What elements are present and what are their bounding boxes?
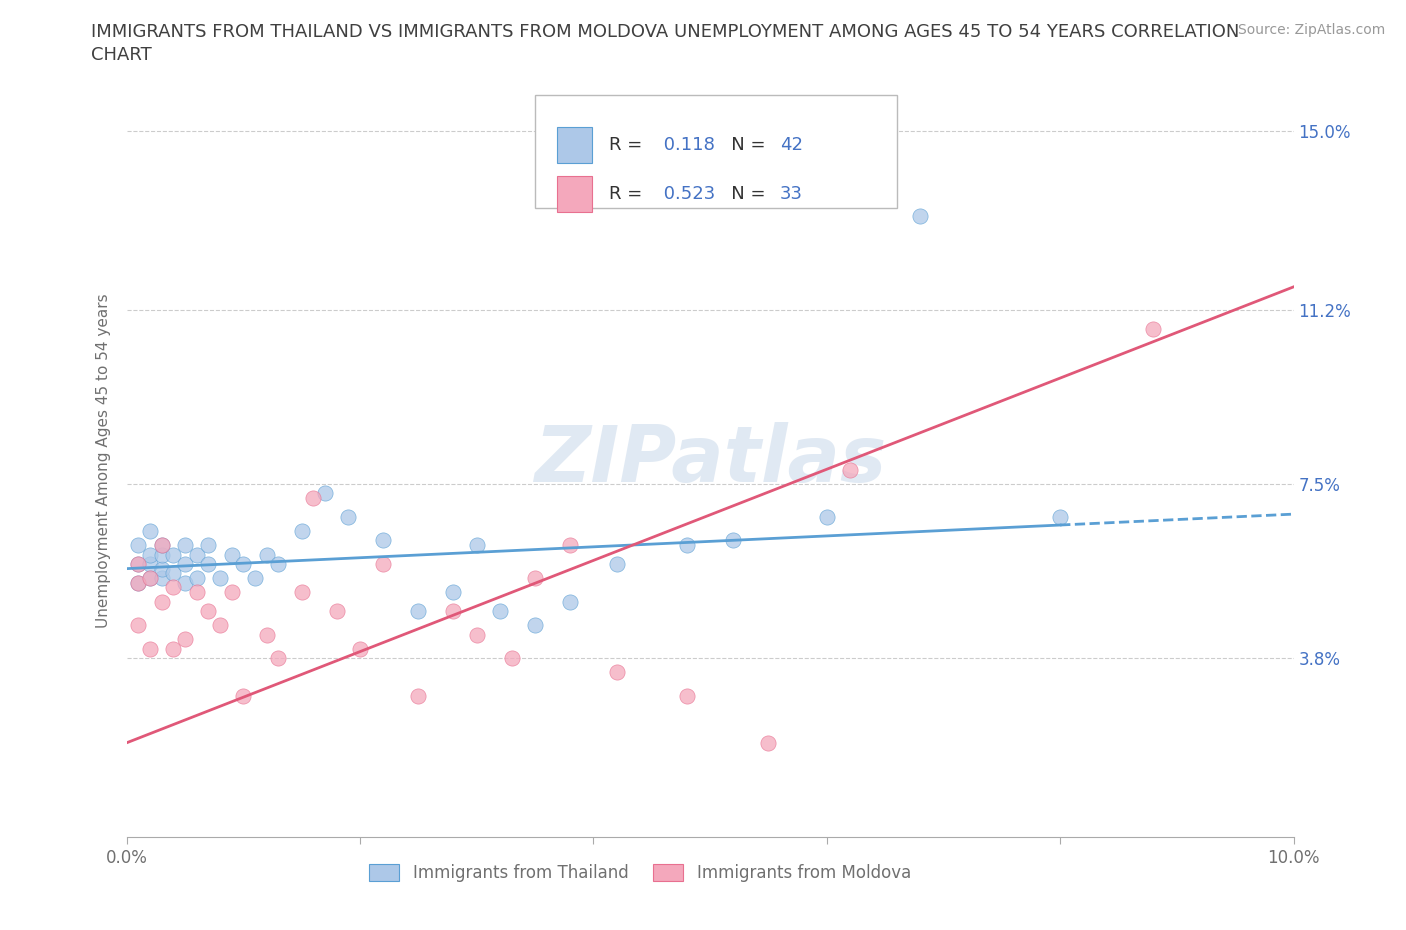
Point <box>208 571 231 586</box>
Point <box>373 556 395 571</box>
Point <box>174 556 197 571</box>
Point <box>325 604 347 618</box>
Point <box>221 585 243 600</box>
Point <box>408 604 430 618</box>
Point <box>197 556 219 571</box>
Point <box>408 688 430 703</box>
Point <box>243 571 266 586</box>
Point <box>524 571 547 586</box>
Point <box>186 571 208 586</box>
Point <box>150 571 173 586</box>
Point <box>139 571 162 586</box>
Point <box>1142 321 1164 336</box>
Point <box>127 538 149 552</box>
Point <box>441 604 464 618</box>
Point <box>465 627 488 642</box>
Point <box>337 510 360 525</box>
Text: ZIPatlas: ZIPatlas <box>534 422 886 498</box>
Point <box>186 547 208 562</box>
Y-axis label: Unemployment Among Ages 45 to 54 years: Unemployment Among Ages 45 to 54 years <box>96 293 111 628</box>
Point <box>127 556 149 571</box>
Point <box>1049 510 1071 525</box>
Point <box>174 576 197 591</box>
Point <box>127 556 149 571</box>
Point <box>208 618 231 632</box>
Point <box>606 556 628 571</box>
FancyBboxPatch shape <box>534 95 897 208</box>
Point <box>465 538 488 552</box>
Text: R =: R = <box>609 136 648 154</box>
Point <box>723 533 745 548</box>
Point <box>675 538 697 552</box>
Point <box>150 538 173 552</box>
Point <box>162 580 184 595</box>
Point <box>127 618 149 632</box>
Point <box>150 547 173 562</box>
Point <box>290 524 312 538</box>
Point <box>675 688 697 703</box>
Point <box>256 627 278 642</box>
Text: 0.118: 0.118 <box>658 136 714 154</box>
Point <box>197 538 219 552</box>
Point <box>232 688 254 703</box>
Point <box>256 547 278 562</box>
Point <box>302 491 325 506</box>
Text: CHART: CHART <box>91 46 152 64</box>
Point <box>441 585 464 600</box>
Point <box>290 585 312 600</box>
Point <box>558 538 581 552</box>
Point <box>221 547 243 562</box>
Point <box>162 547 184 562</box>
Point <box>150 594 173 609</box>
Point <box>373 533 395 548</box>
Text: N =: N = <box>713 185 770 203</box>
Point <box>489 604 512 618</box>
Point <box>197 604 219 618</box>
Point <box>150 538 173 552</box>
Point <box>162 565 184 580</box>
Point <box>267 556 290 571</box>
Point <box>314 485 336 500</box>
Point <box>127 576 149 591</box>
Point <box>558 594 581 609</box>
Text: Source: ZipAtlas.com: Source: ZipAtlas.com <box>1237 23 1385 37</box>
Point <box>174 538 197 552</box>
Point <box>839 462 862 477</box>
Point <box>756 736 779 751</box>
Point <box>606 665 628 680</box>
Text: IMMIGRANTS FROM THAILAND VS IMMIGRANTS FROM MOLDOVA UNEMPLOYMENT AMONG AGES 45 T: IMMIGRANTS FROM THAILAND VS IMMIGRANTS F… <box>91 23 1240 41</box>
Legend: Immigrants from Thailand, Immigrants from Moldova: Immigrants from Thailand, Immigrants fro… <box>363 857 918 889</box>
Point <box>232 556 254 571</box>
Point <box>139 524 162 538</box>
Point <box>501 651 523 666</box>
Text: 42: 42 <box>780 136 803 154</box>
Bar <box>557 176 592 212</box>
Point <box>349 642 371 657</box>
Point <box>174 631 197 646</box>
Text: N =: N = <box>713 136 770 154</box>
Point <box>524 618 547 632</box>
Point <box>127 576 149 591</box>
Point <box>139 556 162 571</box>
Text: R =: R = <box>609 185 648 203</box>
Point <box>139 571 162 586</box>
Point <box>908 208 931 223</box>
Bar <box>557 127 592 164</box>
Point <box>267 651 290 666</box>
Text: 33: 33 <box>780 185 803 203</box>
Point <box>815 510 838 525</box>
Point <box>150 561 173 576</box>
Text: 0.523: 0.523 <box>658 185 714 203</box>
Point <box>139 642 162 657</box>
Point <box>162 642 184 657</box>
Point <box>139 547 162 562</box>
Point <box>186 585 208 600</box>
